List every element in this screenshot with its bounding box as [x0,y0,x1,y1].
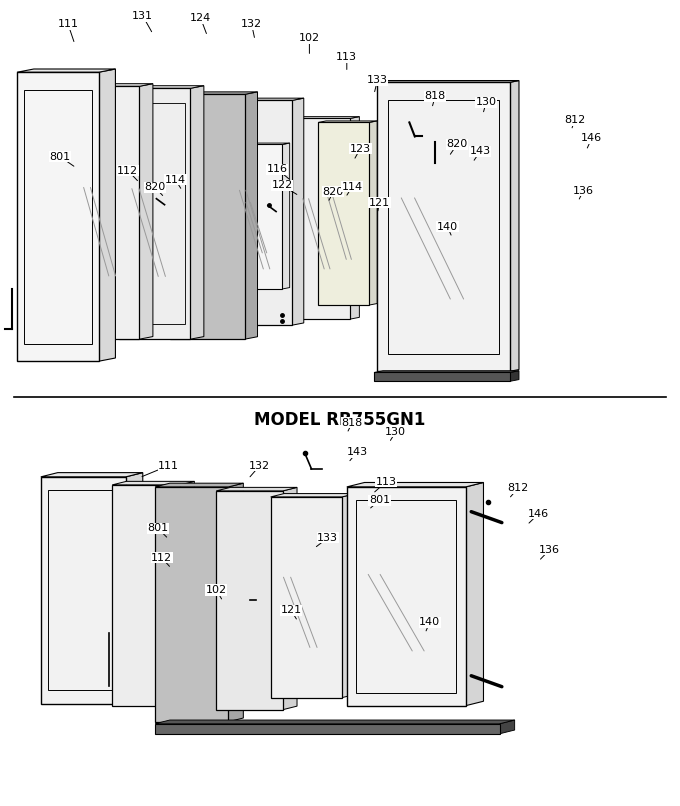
Polygon shape [71,86,139,339]
Polygon shape [347,487,466,706]
Text: 113: 113 [337,52,357,62]
Polygon shape [17,69,116,73]
Text: 111: 111 [158,460,179,471]
Polygon shape [238,144,282,289]
Polygon shape [228,98,304,100]
Text: 130: 130 [386,427,406,437]
Polygon shape [190,85,204,339]
Text: 131: 131 [133,11,153,21]
Text: 818: 818 [424,91,446,102]
Text: 133: 133 [367,75,388,85]
Polygon shape [112,485,180,706]
Polygon shape [155,483,243,487]
Polygon shape [374,372,510,381]
Text: 122: 122 [271,181,293,190]
Polygon shape [350,117,359,319]
Text: 801: 801 [147,523,169,534]
Polygon shape [216,488,297,491]
Text: 133: 133 [318,533,338,543]
Text: 102: 102 [205,585,227,595]
Polygon shape [283,488,297,709]
Text: 136: 136 [573,185,594,196]
Polygon shape [228,100,292,325]
Polygon shape [510,81,519,372]
Text: 801: 801 [49,152,71,161]
Polygon shape [112,481,194,485]
Text: 136: 136 [539,545,560,555]
Text: 820: 820 [322,187,344,197]
Polygon shape [71,84,153,86]
Text: 818: 818 [341,418,363,428]
Polygon shape [126,472,143,704]
Text: 124: 124 [190,13,211,23]
Polygon shape [292,98,304,325]
Text: 812: 812 [507,483,529,493]
Polygon shape [41,477,126,704]
Text: 121: 121 [280,605,302,615]
Polygon shape [41,472,143,477]
Polygon shape [347,483,483,487]
Text: 114: 114 [165,175,186,185]
Polygon shape [180,481,194,706]
Polygon shape [510,371,519,381]
Polygon shape [292,118,350,319]
Polygon shape [282,143,290,289]
Text: 812: 812 [564,115,585,126]
Text: 130: 130 [476,98,496,107]
Text: 140: 140 [419,617,441,627]
Polygon shape [500,720,515,733]
Polygon shape [155,487,228,721]
Text: 116: 116 [267,164,288,174]
Polygon shape [119,85,204,89]
Polygon shape [377,82,510,372]
Polygon shape [369,121,377,305]
Polygon shape [119,89,190,339]
Polygon shape [318,121,377,123]
Text: 113: 113 [376,476,396,487]
Polygon shape [99,69,116,361]
Polygon shape [139,84,153,339]
Text: 146: 146 [528,509,549,519]
Polygon shape [374,371,519,372]
Polygon shape [271,497,342,698]
Text: 143: 143 [469,147,491,156]
Text: 801: 801 [369,495,390,505]
Text: 121: 121 [369,197,390,208]
Polygon shape [292,117,359,118]
Polygon shape [238,143,290,144]
Polygon shape [170,94,245,339]
Polygon shape [342,493,356,698]
Polygon shape [17,73,99,361]
Text: 112: 112 [151,553,173,563]
Polygon shape [271,493,356,497]
Text: 140: 140 [437,222,458,232]
Polygon shape [318,123,369,305]
Polygon shape [377,81,519,82]
Polygon shape [228,483,243,721]
Text: MODEL RB755GN1: MODEL RB755GN1 [254,410,426,429]
Polygon shape [466,483,483,706]
Polygon shape [155,724,500,733]
Text: 146: 146 [581,134,602,143]
Polygon shape [216,491,283,709]
Polygon shape [170,92,258,94]
Text: 132: 132 [249,460,271,471]
Polygon shape [155,720,515,724]
Polygon shape [245,92,258,339]
Text: 132: 132 [241,19,262,29]
Text: 820: 820 [144,182,166,193]
Text: 123: 123 [350,143,371,153]
Text: 102: 102 [299,33,320,44]
Text: 112: 112 [117,165,139,176]
Text: 111: 111 [58,19,78,29]
Text: 143: 143 [346,447,368,457]
Text: 820: 820 [446,139,468,149]
Text: 114: 114 [341,181,363,192]
